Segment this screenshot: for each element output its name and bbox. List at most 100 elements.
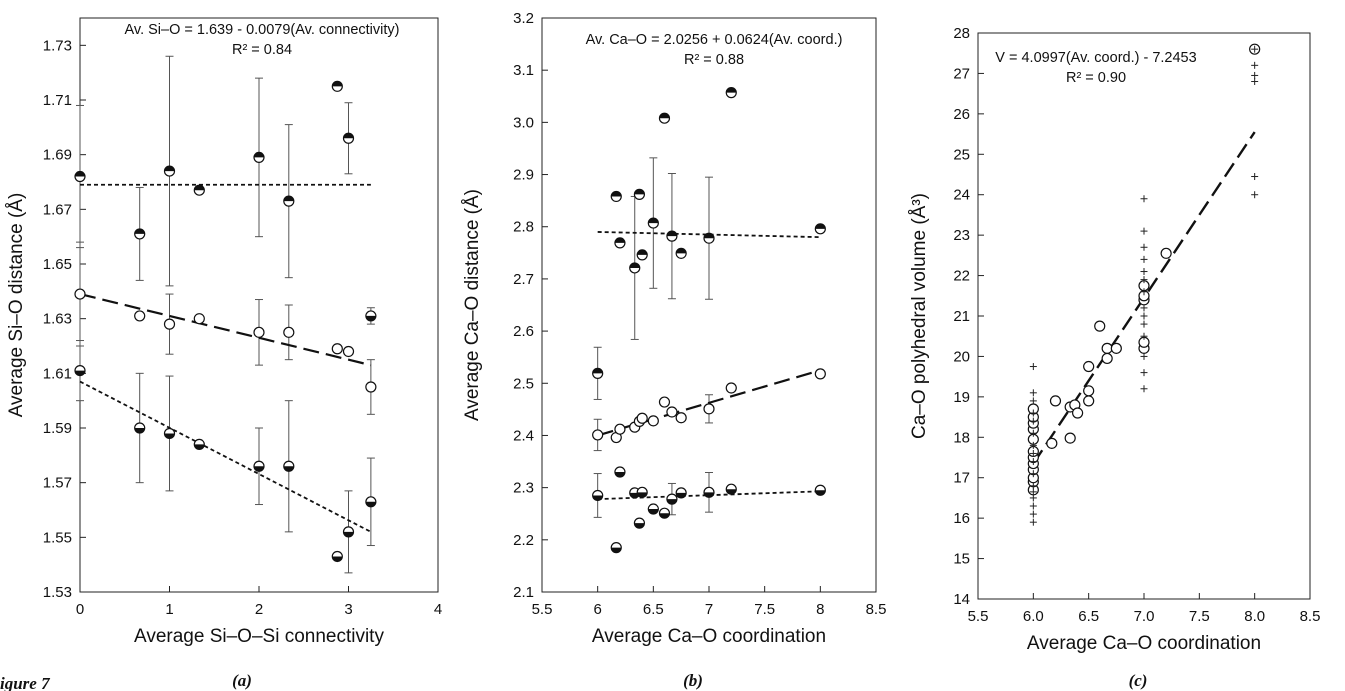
marker-fill [592, 495, 603, 501]
y-tick-label: 14 [953, 591, 970, 608]
data-point-open [74, 288, 86, 300]
marker-fill [666, 499, 677, 505]
data-point-plus [1140, 369, 1148, 377]
marker-fill [134, 428, 145, 433]
data-point-half-top [253, 151, 265, 163]
y-tick-label: 2.2 [513, 532, 534, 549]
data-point-plus [1251, 61, 1259, 69]
data-point-open [725, 382, 737, 394]
data-point-half-top [610, 190, 622, 203]
marker-fill [726, 489, 737, 495]
data-point-plus [1251, 45, 1259, 53]
regression-annotation: Av. Ca–O = 2.0256 + 0.0624(Av. coord.) [586, 32, 843, 48]
marker-fill [659, 113, 670, 119]
y-tick-label: 26 [953, 106, 970, 123]
data-point-half-bottom [703, 486, 715, 498]
marker-fill [332, 556, 343, 562]
data-point-open [1094, 320, 1106, 332]
y-tick-label: 28 [953, 25, 970, 42]
y-tick-label: 3.2 [513, 10, 534, 27]
data-point-plus [1029, 363, 1037, 371]
data-point-plus [1029, 397, 1037, 405]
data-point-plus [1029, 482, 1037, 490]
marker-fill [194, 185, 205, 191]
data-point-half-bottom [814, 484, 826, 496]
marker-fill [704, 233, 714, 239]
x-axis-label: Average Ca–O coordination [1027, 633, 1261, 654]
y-tick-label: 1.67 [43, 201, 72, 218]
data-point-open [1110, 342, 1122, 354]
data-point-half-top [647, 217, 659, 229]
y-tick-label: 25 [953, 146, 970, 163]
data-point-open [658, 396, 671, 408]
data-point-plus [1140, 320, 1148, 328]
marker-fill [659, 513, 670, 519]
marker-fill [648, 218, 659, 224]
marker-fill [283, 196, 294, 202]
data-point-plus [1029, 494, 1037, 502]
y-tick-label: 16 [953, 510, 970, 527]
y-tick-label: 1.61 [43, 365, 72, 382]
fit-line [79, 380, 372, 533]
data-point-half-top [614, 237, 626, 249]
data-point-half-top [814, 223, 826, 235]
data-point-plus [1029, 409, 1037, 417]
x-tick-label: 6.0 [1023, 608, 1044, 625]
regression-annotation: R² = 0.90 [1066, 70, 1126, 86]
y-tick-label: 1.57 [43, 475, 72, 492]
marker-fill [194, 444, 205, 450]
data-point-plus [1251, 71, 1259, 79]
marker-fill [611, 191, 622, 197]
y-tick-label: 20 [953, 348, 970, 365]
y-tick-label: 1.55 [43, 529, 72, 546]
x-tick-label: 0 [76, 601, 84, 618]
data-point-open [647, 415, 659, 427]
data-point-plus [1029, 502, 1037, 510]
data-point-open [636, 412, 648, 424]
y-tick-label: 17 [953, 470, 970, 487]
data-point-plus [1140, 352, 1148, 360]
x-tick-label: 7.5 [1189, 608, 1210, 625]
marker-fill [75, 171, 85, 177]
data-point-half-bottom [658, 507, 671, 519]
y-tick-label: 3.1 [513, 62, 534, 79]
data-point-plus [1251, 78, 1259, 86]
x-tick-label: 5.5 [968, 608, 989, 625]
data-point-open [193, 313, 205, 325]
data-point-half-bottom [592, 489, 604, 502]
x-tick-label: 7 [705, 601, 713, 618]
data-point-half-bottom [74, 365, 86, 377]
data-point-half-top [666, 230, 678, 242]
y-tick-label: 3.0 [513, 114, 534, 131]
y-tick-label: 2.6 [513, 323, 534, 340]
x-tick-label: 8 [816, 601, 824, 618]
data-point-half-top [725, 87, 737, 99]
data-point-plus [1029, 510, 1037, 518]
data-point-open [675, 412, 687, 424]
data-point-open [1083, 385, 1095, 397]
data-point-open [1101, 352, 1113, 365]
marker-fill [637, 249, 648, 255]
data-point-open [253, 326, 265, 338]
marker-fill [676, 248, 687, 254]
y-tick-label: 21 [953, 308, 970, 325]
data-point-half-top [636, 249, 648, 261]
regression-annotation: V = 4.0997(Av. coord.) - 7.2453 [995, 50, 1196, 66]
marker-fill [283, 466, 294, 472]
marker-fill [704, 492, 714, 498]
x-tick-label: 2 [255, 601, 263, 618]
data-point-half-top [658, 112, 671, 124]
data-point-half-bottom [365, 310, 377, 322]
data-point-open [1160, 247, 1172, 259]
data-point-half-top [331, 80, 343, 92]
data-point-plus [1140, 304, 1148, 312]
data-point-plus [1140, 243, 1148, 251]
data-point-plus [1029, 470, 1037, 478]
x-tick-label: 5.5 [532, 601, 553, 618]
y-tick-label: 2.8 [513, 219, 534, 236]
marker-fill [614, 237, 625, 243]
x-tick-label: 7.0 [1134, 608, 1155, 625]
y-tick-label: 24 [953, 187, 970, 204]
data-point-plus [1029, 389, 1037, 397]
data-point-half-top [193, 184, 205, 196]
